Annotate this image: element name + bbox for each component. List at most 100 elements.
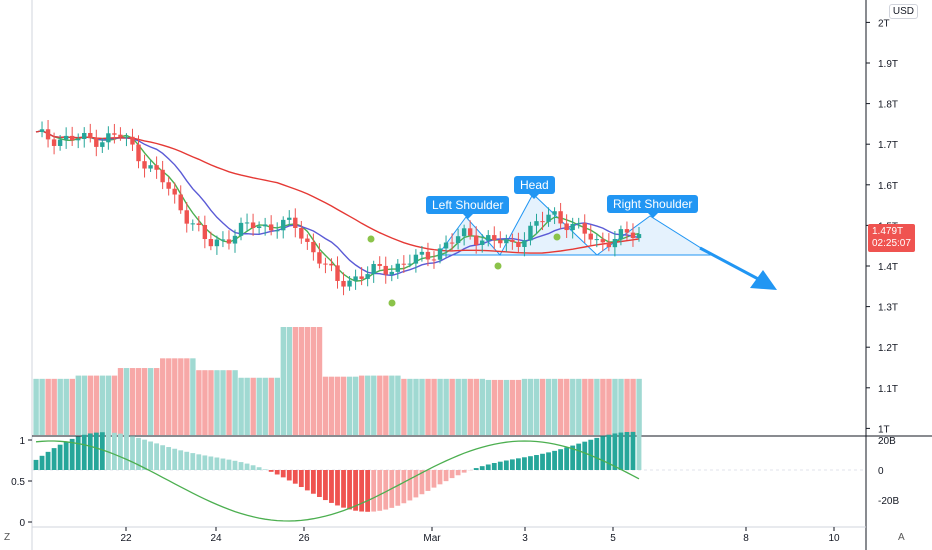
volume-bar bbox=[129, 368, 136, 435]
osc-histogram-bar bbox=[304, 470, 310, 491]
candle-body bbox=[594, 239, 599, 241]
time-tick-label: 5 bbox=[610, 533, 616, 544]
volume-bar bbox=[274, 377, 280, 435]
osc-histogram-bar bbox=[546, 452, 551, 470]
auto-scale-button[interactable]: A bbox=[898, 532, 905, 543]
osc-histogram-bar bbox=[256, 467, 262, 470]
candle-body bbox=[455, 236, 461, 244]
candle-body bbox=[262, 224, 268, 227]
price-tick-label: 1T bbox=[878, 424, 890, 435]
volume-bar bbox=[588, 378, 594, 435]
candle-body bbox=[250, 222, 256, 229]
volume-bar bbox=[184, 358, 190, 435]
candle-body bbox=[492, 235, 497, 241]
right-shoulder-label[interactable]: Right Shoulder bbox=[607, 195, 699, 218]
osc-histogram-bar bbox=[473, 468, 479, 470]
candle-body bbox=[39, 129, 45, 133]
zoom-button[interactable]: Z bbox=[4, 532, 11, 543]
volume-bar bbox=[310, 327, 317, 435]
osc-histogram-bar bbox=[202, 455, 208, 470]
volume-bar bbox=[377, 375, 383, 435]
candle-body bbox=[612, 239, 618, 248]
osc-histogram-bar bbox=[485, 464, 491, 470]
volume-bar bbox=[232, 370, 238, 435]
osc-histogram-bar bbox=[576, 443, 582, 470]
signal-dot bbox=[494, 262, 502, 270]
candle-body bbox=[522, 240, 527, 247]
volume-bar bbox=[485, 379, 492, 435]
volume-bar bbox=[419, 378, 425, 435]
volume-bar bbox=[395, 375, 401, 435]
osc-histogram-bar bbox=[449, 470, 455, 479]
head-label[interactable]: Head bbox=[514, 176, 555, 199]
osc-histogram-bar bbox=[69, 438, 75, 470]
osc-histogram-bar bbox=[118, 433, 123, 470]
candle-body bbox=[208, 239, 214, 247]
candle-body bbox=[311, 241, 316, 253]
candle-body bbox=[431, 259, 437, 261]
osc-histogram-bar bbox=[353, 470, 358, 511]
volume-bar bbox=[250, 377, 256, 435]
candle-body bbox=[94, 138, 99, 147]
osc-histogram-bar bbox=[365, 470, 371, 512]
candle-body bbox=[244, 222, 250, 224]
time-tick-label: Mar bbox=[423, 533, 441, 544]
osc-histogram-bar bbox=[528, 456, 533, 470]
volume-bar bbox=[57, 378, 63, 435]
osc-histogram-bar bbox=[196, 454, 202, 470]
volume-bar bbox=[618, 378, 624, 435]
osc-histogram-bar bbox=[232, 460, 238, 470]
candle-body bbox=[558, 211, 563, 224]
signal-dot bbox=[388, 299, 396, 307]
price-tick-label: 2T bbox=[878, 18, 890, 29]
candle-body bbox=[365, 274, 370, 279]
last-price-value: 1.479T bbox=[872, 226, 904, 237]
candle-body bbox=[124, 136, 129, 138]
osc-histogram-bar bbox=[238, 462, 244, 470]
candle-body bbox=[480, 240, 485, 245]
volume-bar bbox=[135, 368, 142, 435]
candle-body bbox=[232, 235, 238, 244]
osc-histogram-bar bbox=[341, 470, 346, 508]
volume-bar bbox=[449, 378, 455, 435]
price-tick-label: 1.9T bbox=[878, 59, 898, 70]
time-tick-label: 26 bbox=[298, 533, 310, 544]
osc-histogram-bar bbox=[111, 432, 117, 470]
osc-histogram-bar bbox=[594, 437, 600, 470]
candle-body bbox=[395, 263, 400, 272]
volume-bar bbox=[268, 377, 274, 435]
osc-histogram-bar bbox=[401, 470, 407, 504]
volume-bar bbox=[316, 327, 323, 435]
candlesticks bbox=[39, 119, 642, 296]
candle-body bbox=[268, 224, 274, 231]
volume-bar bbox=[407, 378, 413, 435]
oscillator-axis: 20B 0 -20B 1 0.5 0 bbox=[11, 436, 899, 529]
osc-histogram-bar bbox=[377, 470, 383, 511]
forecast-arrow-shaft bbox=[699, 246, 763, 283]
volume-bar bbox=[220, 370, 226, 435]
left-shoulder-label[interactable]: Left Shoulder bbox=[426, 196, 510, 219]
candle-body bbox=[154, 165, 159, 170]
osc-left-tick-label: 0 bbox=[19, 518, 25, 529]
osc-histogram-bar bbox=[371, 470, 377, 512]
candle-body bbox=[371, 264, 376, 275]
forecast-arrow-head bbox=[750, 270, 777, 290]
candle-body bbox=[317, 252, 322, 264]
signal-dot bbox=[367, 235, 375, 243]
volume-bar bbox=[328, 376, 335, 435]
osc-histogram-bar bbox=[148, 441, 153, 470]
osc-histogram-bar bbox=[208, 456, 214, 470]
volume-bar bbox=[208, 370, 214, 435]
volume-bar bbox=[624, 378, 630, 435]
candle-body bbox=[600, 239, 606, 243]
osc-histogram-bar bbox=[142, 439, 147, 470]
osc-histogram-bar bbox=[292, 470, 298, 484]
volume-bar bbox=[280, 327, 287, 435]
candle-body bbox=[112, 133, 117, 135]
volume-bar bbox=[636, 378, 642, 435]
candle-body bbox=[582, 223, 587, 234]
currency-label[interactable]: USD bbox=[888, 4, 918, 19]
osc-histogram-bar bbox=[317, 470, 322, 497]
volume-bar bbox=[105, 375, 112, 435]
